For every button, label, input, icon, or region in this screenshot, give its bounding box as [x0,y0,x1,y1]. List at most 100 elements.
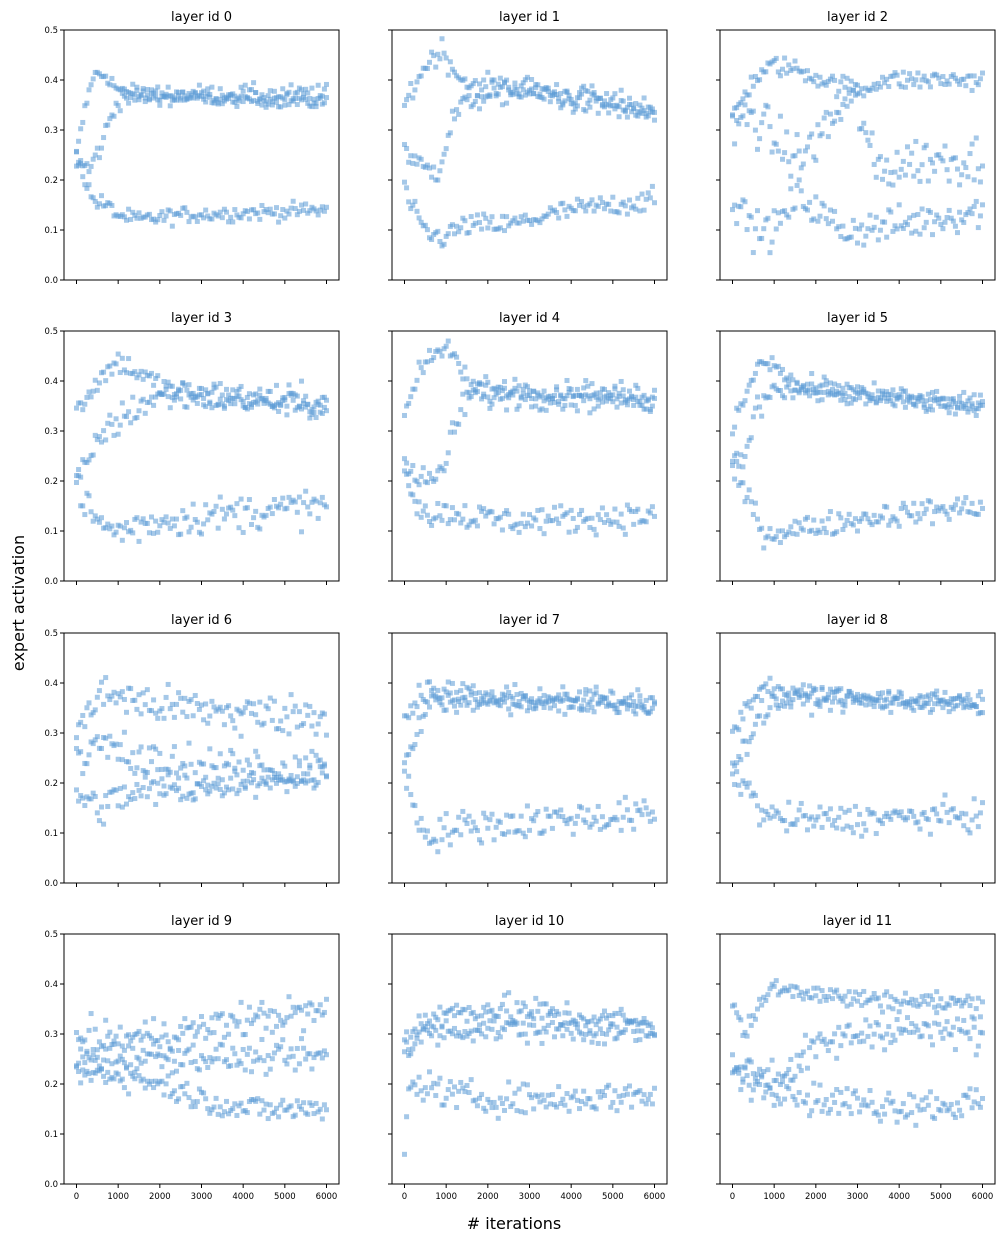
data-point [558,1022,564,1028]
data-point [502,379,507,385]
data-point [215,402,221,408]
data-point [602,386,607,392]
data-point [809,76,815,82]
data-point [886,84,892,90]
data-point [896,202,902,208]
data-point [138,1037,144,1043]
data-point [196,1086,202,1092]
data-point [547,99,553,105]
data-point [92,198,98,204]
data-point [606,1012,612,1018]
data-point [84,705,90,711]
data-point [844,401,850,407]
data-point [117,1053,123,1059]
data-point [489,1105,495,1111]
data-point [560,1033,566,1039]
data-point [460,1085,466,1091]
data-point [303,1003,309,1009]
data-point [489,1007,495,1013]
data-point [842,993,848,999]
data-point [276,408,282,414]
data-point [309,104,315,110]
data-point [790,395,796,401]
data-point [813,993,819,999]
data-point [786,695,792,701]
data-point [957,815,963,821]
data-point [429,358,435,363]
data-point [449,66,455,72]
data-point [230,1106,236,1112]
data-point [80,1067,86,1073]
data-point [246,216,252,222]
data-point [736,121,742,127]
plot-frame [719,330,996,582]
y-tick-label: 0.3 [44,729,58,739]
data-point [228,747,234,753]
data-point [773,55,779,61]
data-point [221,1034,227,1040]
data-point [965,1029,971,1035]
data-point [489,811,495,817]
data-point [971,1099,977,1105]
data-point [554,516,560,522]
data-point [305,401,311,407]
data-point [645,113,651,119]
data-point [136,1056,142,1062]
data-point [271,1008,277,1014]
data-point [84,394,90,400]
data-point [296,208,302,214]
data-point [408,81,414,86]
data-point [456,360,462,366]
data-point [86,169,92,175]
data-point [961,76,967,82]
data-point [443,707,449,713]
data-point [746,382,752,388]
data-point [802,1100,808,1106]
subplot-title: layer id 3 [171,311,232,326]
data-point [249,780,254,786]
data-point [957,694,963,700]
data-point [481,693,487,699]
data-point [589,1039,595,1045]
data-point [149,1078,154,1084]
data-point [201,395,207,401]
data-point [773,534,779,540]
data-point [286,776,292,782]
data-point [761,720,767,726]
data-point [905,1112,910,1118]
data-point [282,1019,288,1025]
data-point [763,1089,769,1095]
data-point [80,771,86,777]
data-point [445,338,451,344]
data-point [510,695,516,701]
data-point [652,701,657,707]
data-point [502,228,507,234]
data-point [746,92,752,98]
data-point [288,392,294,398]
data-point [934,694,940,700]
data-point [161,217,167,223]
data-point [76,1069,82,1075]
data-point [842,1033,848,1039]
data-point [447,429,453,435]
data-point [773,696,779,702]
data-point [92,1026,98,1032]
data-point [113,416,119,422]
data-point [547,813,553,819]
data-point [649,394,655,400]
data-point [211,1030,217,1036]
data-point [489,689,495,695]
data-point [305,504,311,510]
data-point [873,174,879,180]
data-point [294,1045,300,1051]
data-point [597,395,603,401]
data-point [201,96,207,102]
data-point [907,215,913,221]
data-point [896,689,902,695]
data-point [832,118,838,124]
series-3 [730,1052,985,1128]
data-point [950,706,956,712]
data-point [153,1078,159,1084]
data-point [174,770,179,776]
data-point [520,391,526,397]
